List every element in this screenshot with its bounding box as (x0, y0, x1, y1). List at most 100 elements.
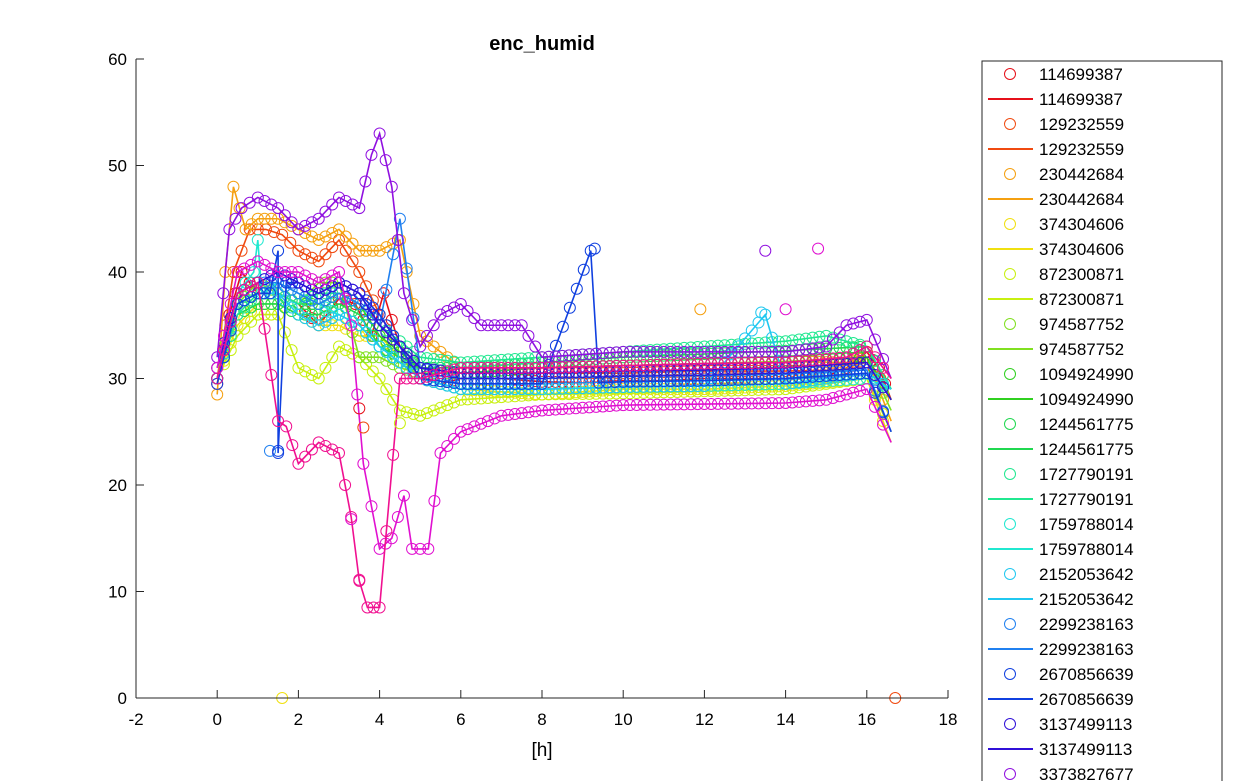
data-point (400, 354, 413, 367)
legend-entry: 2299238163 (1004, 615, 1134, 634)
data-point (745, 356, 758, 369)
data-point (820, 340, 833, 353)
data-point (684, 357, 697, 370)
data-point (617, 359, 630, 372)
legend-entry: 230442684 (1004, 165, 1124, 184)
data-point (610, 387, 623, 400)
data-point (671, 342, 684, 355)
data-point (257, 287, 270, 300)
data-point (786, 355, 799, 368)
data-point (529, 361, 542, 374)
data-point (684, 345, 697, 358)
data-point (448, 301, 461, 314)
data-point (407, 354, 420, 367)
data-point (285, 219, 298, 232)
data-point (799, 395, 812, 408)
data-point (854, 356, 867, 369)
data-point (380, 525, 393, 538)
data-point (268, 226, 281, 239)
data-point (391, 234, 404, 247)
data-point (868, 333, 881, 346)
data-point (657, 398, 670, 411)
data-point (258, 322, 271, 335)
legend-marker-circle (1004, 618, 1016, 630)
data-point (759, 356, 772, 369)
chart-title: enc_humid (489, 33, 595, 55)
legend-entry: 1759788014 (988, 540, 1134, 559)
data-point (529, 375, 542, 388)
data-point (258, 212, 271, 225)
data-point (434, 364, 447, 377)
data-point (488, 361, 501, 374)
data-point (684, 341, 697, 354)
data-point (583, 348, 596, 361)
data-point (333, 223, 345, 236)
data-point (515, 319, 528, 332)
data-point (840, 341, 853, 354)
data-point (623, 387, 636, 400)
outlier-point (393, 417, 406, 430)
legend: 114699387 114699387 129232559 129232559 2304… (981, 60, 1223, 781)
data-point (549, 376, 562, 389)
data-point (434, 367, 447, 380)
data-point (603, 346, 616, 359)
data-point (711, 397, 724, 410)
legend-label: 1759788014 (1039, 515, 1134, 534)
data-point (414, 340, 427, 353)
data-point (549, 361, 562, 374)
outlier-point (353, 573, 366, 586)
data-point (877, 377, 890, 390)
data-point (339, 195, 352, 207)
x-tick-label: 4 (375, 710, 384, 729)
data-point (657, 343, 670, 356)
data-point (265, 262, 278, 275)
data-point (745, 397, 758, 410)
data-point (224, 315, 237, 328)
data-point (745, 381, 758, 394)
data-point (305, 216, 318, 229)
data-point (400, 351, 413, 364)
data-point (847, 364, 860, 377)
data-point (854, 364, 867, 377)
data-point (387, 248, 400, 261)
data-point (235, 244, 248, 257)
data-point (380, 319, 393, 332)
legend-entry: 2670856639 (1004, 665, 1134, 684)
data-point (238, 301, 251, 314)
data-point (326, 312, 339, 325)
outlier-point (694, 303, 707, 316)
data-point (877, 381, 890, 394)
data-point (806, 394, 819, 407)
data-point (475, 361, 488, 374)
legend-label: 2152053642 (1039, 565, 1134, 584)
data-point (651, 358, 664, 371)
data-point (529, 340, 542, 353)
data-point (630, 398, 643, 411)
data-point (766, 365, 779, 378)
legend-entry: 114699387 (988, 90, 1123, 109)
data-point (488, 354, 501, 367)
data-point (427, 404, 440, 417)
legend-entry: 114699387 (1004, 65, 1123, 84)
data-point (238, 262, 251, 275)
data-point (542, 361, 555, 374)
data-point (766, 356, 779, 369)
data-point (739, 332, 751, 345)
data-point (826, 392, 839, 405)
data-point (515, 352, 528, 365)
data-point (820, 352, 833, 365)
data-point (657, 345, 670, 358)
data-point (265, 368, 278, 381)
data-point (361, 601, 374, 614)
data-point (570, 282, 583, 295)
data-point (705, 397, 718, 410)
data-point (434, 308, 447, 321)
data-point (549, 403, 562, 416)
data-point (779, 365, 792, 378)
data-point (360, 319, 373, 332)
legend-label: 2670856639 (1039, 690, 1134, 709)
data-point (339, 292, 352, 305)
data-point (576, 360, 589, 373)
legend-label: 1759788014 (1039, 540, 1134, 559)
data-point (251, 191, 264, 204)
